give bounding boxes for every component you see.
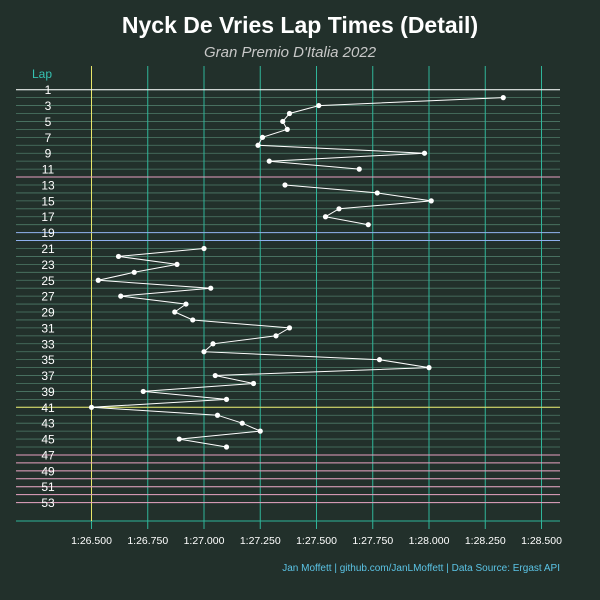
y-tick-label: 27 xyxy=(41,290,55,304)
y-tick-label: 43 xyxy=(41,417,55,431)
y-tick-label: 9 xyxy=(45,147,52,161)
lap-point xyxy=(255,142,261,148)
x-tick-label: 1:27.500 xyxy=(296,535,337,547)
x-tick-labels: 1:26.500 1:26.750 1:27.000 1:27.250 1:27.500… xyxy=(71,535,562,547)
lap-point xyxy=(201,349,207,355)
lap-point xyxy=(95,277,101,283)
lap-point xyxy=(374,190,380,196)
y-tick-label: 3 xyxy=(45,99,52,113)
y-tick-labels: 1357911131517192123252729313335373941434… xyxy=(41,83,55,510)
lap-point xyxy=(176,436,182,442)
lap-point xyxy=(421,150,428,156)
lap-point xyxy=(208,285,214,291)
y-tick-label: 17 xyxy=(41,210,55,224)
y-tick-label: 49 xyxy=(41,464,55,478)
y-tick-label: 21 xyxy=(41,242,55,256)
lap-point xyxy=(214,412,221,418)
lap-point xyxy=(115,253,122,260)
lap-point xyxy=(118,293,124,299)
lap-point xyxy=(183,301,189,307)
lap-point xyxy=(174,261,180,267)
lap-point xyxy=(316,102,322,109)
y-tick-label: 13 xyxy=(41,178,55,192)
lap-point xyxy=(257,428,263,434)
y-tick-label: 5 xyxy=(45,115,52,129)
y-tick-label: 53 xyxy=(41,496,55,510)
lap-point xyxy=(365,222,371,228)
lap-point xyxy=(223,444,230,450)
lap-point xyxy=(172,309,178,315)
lap-highlight-lines xyxy=(16,89,560,504)
lap-point xyxy=(273,333,279,339)
y-tick-label: 51 xyxy=(41,480,55,494)
y-tick-label: 25 xyxy=(41,274,55,288)
lap-point xyxy=(426,365,432,371)
lap-point xyxy=(250,380,257,387)
y-tick-label: 15 xyxy=(41,194,55,208)
x-tick-label: 1:26.500 xyxy=(71,535,112,547)
lap-point xyxy=(376,357,383,363)
chart-subtitle: Gran Premio D'Italia 2022 xyxy=(204,44,377,61)
y-tick-label: 23 xyxy=(41,258,55,272)
lap-point xyxy=(282,182,288,188)
lap-point xyxy=(212,372,218,379)
y-tick-label: 31 xyxy=(41,321,55,335)
lap-point xyxy=(286,325,293,331)
lap-point xyxy=(280,118,286,125)
lap-point xyxy=(336,206,342,212)
y-tick-label: 29 xyxy=(41,306,55,320)
series-line xyxy=(284,184,432,226)
x-tick-label: 1:27.750 xyxy=(352,535,393,547)
x-tick-label: 1:26.750 xyxy=(127,535,168,547)
lap-point xyxy=(140,388,146,395)
y-tick-label: 37 xyxy=(41,369,55,383)
x-tick-label: 1:27.000 xyxy=(184,535,225,547)
series-line xyxy=(91,248,430,448)
lap-point xyxy=(88,404,95,410)
lap-point xyxy=(259,134,266,140)
y-tick-label: 41 xyxy=(41,401,55,415)
chart-title: Nyck De Vries Lap Times (Detail) xyxy=(122,12,478,38)
lap-point xyxy=(210,341,216,347)
y-axis-title: Lap xyxy=(32,67,52,81)
x-tick-label: 1:28.500 xyxy=(521,535,562,547)
y-tick-label: 35 xyxy=(41,353,55,367)
y-tick-label: 33 xyxy=(41,337,55,351)
lap-point xyxy=(239,420,245,426)
y-tick-label: 39 xyxy=(41,385,55,399)
y-tick-label: 7 xyxy=(45,131,52,145)
series-line xyxy=(257,97,504,170)
lap-point xyxy=(266,158,272,164)
lap-point xyxy=(201,245,207,252)
lap-point xyxy=(428,198,434,204)
series-layer xyxy=(88,95,506,450)
lap-point xyxy=(356,166,362,172)
x-tick-label: 1:28.250 xyxy=(465,535,506,547)
lap-point xyxy=(500,95,506,101)
lap-point xyxy=(284,126,290,132)
y-tick-label: 47 xyxy=(41,448,55,462)
y-tick-label: 45 xyxy=(41,433,55,447)
x-tick-label: 1:27.250 xyxy=(240,535,281,547)
lap-point xyxy=(286,110,293,117)
lap-point xyxy=(190,317,196,323)
y-tick-label: 1 xyxy=(45,83,52,97)
lap-point xyxy=(322,214,329,220)
y-tick-label: 19 xyxy=(41,226,55,240)
chart-caption: Jan Moffett | github.com/JanLMoffett | D… xyxy=(282,563,560,574)
lap-point xyxy=(131,269,137,275)
lap-point xyxy=(223,396,230,402)
x-tick-label: 1:28.000 xyxy=(409,535,450,547)
y-tick-label: 11 xyxy=(42,163,55,177)
